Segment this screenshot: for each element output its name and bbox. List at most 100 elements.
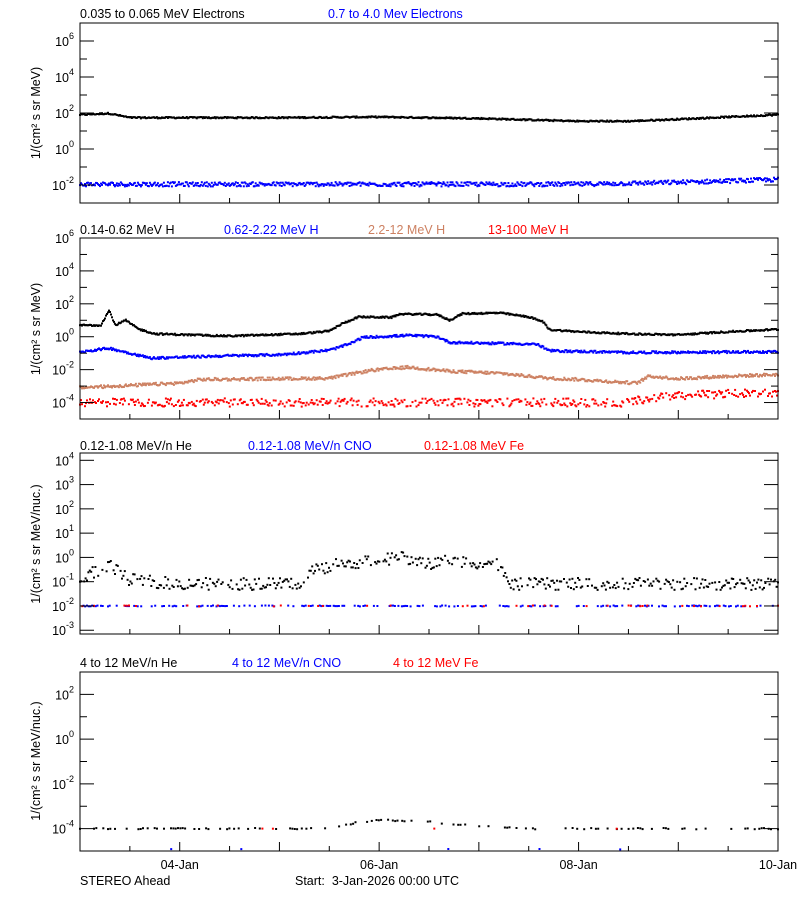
data-point — [493, 343, 496, 346]
data-point — [526, 401, 529, 404]
data-point — [114, 348, 117, 351]
data-point — [155, 586, 158, 589]
data-point — [377, 400, 380, 403]
y-tick-label: 100 — [55, 729, 74, 747]
data-point — [124, 605, 127, 607]
data-point — [124, 318, 127, 321]
data-point — [355, 183, 358, 186]
data-point — [140, 184, 143, 187]
data-point — [456, 371, 459, 374]
data-point — [438, 564, 441, 567]
data-point — [525, 183, 528, 186]
data-point — [653, 350, 656, 353]
data-point — [765, 180, 767, 183]
data-point — [272, 605, 275, 608]
data-point — [678, 391, 681, 394]
data-point — [579, 586, 582, 589]
data-point — [713, 350, 716, 353]
data-point — [265, 400, 268, 403]
data-point — [561, 184, 564, 187]
data-point — [608, 181, 611, 184]
data-point — [509, 404, 512, 407]
data-point — [84, 351, 86, 354]
data-point — [299, 352, 302, 355]
legend-panel1-series2: 0.7 to 4.0 Mev Electrons — [328, 7, 463, 21]
data-point — [638, 577, 641, 579]
data-point — [409, 562, 412, 565]
data-point — [744, 373, 746, 376]
data-point — [93, 349, 95, 352]
data-point — [772, 180, 774, 183]
data-point — [621, 577, 624, 580]
data-point — [464, 116, 467, 119]
data-point — [376, 605, 379, 607]
data-point — [337, 376, 340, 379]
data-point — [309, 605, 312, 607]
data-point — [704, 375, 707, 378]
data-point — [711, 376, 714, 379]
data-point — [370, 819, 373, 822]
data-point — [150, 585, 153, 587]
data-point — [276, 584, 279, 587]
data-point — [523, 181, 526, 184]
data-point — [236, 403, 239, 406]
data-point — [325, 115, 328, 118]
data-point — [416, 366, 419, 369]
series-2-3 — [79, 364, 779, 390]
data-point — [424, 182, 427, 185]
data-point — [664, 827, 667, 830]
data-point — [480, 370, 483, 373]
data-point — [150, 404, 153, 407]
data-point — [437, 335, 440, 338]
data-point — [573, 400, 576, 403]
data-point — [152, 382, 155, 385]
data-point — [580, 181, 583, 184]
data-point — [113, 322, 116, 325]
data-point — [325, 562, 328, 565]
data-point — [334, 181, 337, 184]
data-point — [486, 562, 489, 565]
data-point — [701, 578, 704, 581]
data-point — [640, 350, 643, 353]
data-point — [749, 581, 751, 584]
data-point — [158, 356, 161, 359]
data-point — [119, 569, 122, 572]
data-point — [290, 577, 293, 580]
data-point — [619, 848, 622, 851]
data-point — [173, 604, 176, 607]
data-point — [136, 605, 139, 608]
data-point — [581, 585, 584, 588]
data-point — [291, 378, 294, 381]
data-point — [433, 367, 436, 370]
data-point — [435, 312, 438, 315]
data-point — [537, 343, 540, 345]
data-point — [546, 184, 549, 187]
data-point — [685, 395, 688, 398]
data-point — [228, 586, 231, 589]
data-point — [605, 402, 608, 405]
data-point — [115, 564, 118, 567]
data-point — [655, 400, 658, 403]
data-point — [103, 384, 105, 387]
data-point — [304, 352, 307, 355]
data-point — [229, 379, 232, 382]
data-point — [504, 117, 507, 120]
data-point — [279, 332, 282, 335]
data-point — [332, 563, 335, 566]
data-point — [249, 183, 252, 185]
data-point — [686, 351, 689, 354]
data-point — [718, 605, 721, 608]
data-point — [638, 380, 641, 383]
data-point — [443, 182, 446, 185]
data-point — [662, 827, 665, 829]
data-point — [582, 181, 585, 184]
data-point — [158, 383, 161, 386]
data-point — [137, 355, 140, 358]
data-point — [443, 338, 446, 341]
data-point — [403, 555, 406, 558]
data-point — [296, 352, 299, 355]
data-point — [177, 827, 179, 830]
data-point — [114, 573, 116, 575]
data-point — [563, 351, 566, 354]
data-point — [222, 605, 225, 607]
